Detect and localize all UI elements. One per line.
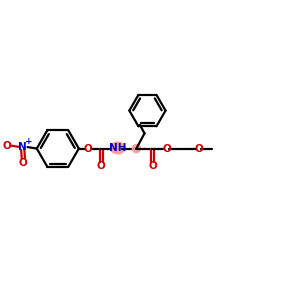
Text: O: O bbox=[162, 143, 171, 154]
Text: NH: NH bbox=[109, 143, 126, 153]
Text: O: O bbox=[97, 161, 106, 171]
Text: +: + bbox=[25, 137, 32, 146]
Text: O: O bbox=[148, 161, 157, 171]
Text: O: O bbox=[2, 141, 11, 151]
Text: O: O bbox=[84, 143, 92, 154]
Text: O: O bbox=[194, 143, 203, 154]
Text: N: N bbox=[18, 142, 27, 152]
Text: O: O bbox=[19, 158, 28, 168]
Ellipse shape bbox=[132, 145, 140, 153]
Ellipse shape bbox=[110, 142, 125, 154]
